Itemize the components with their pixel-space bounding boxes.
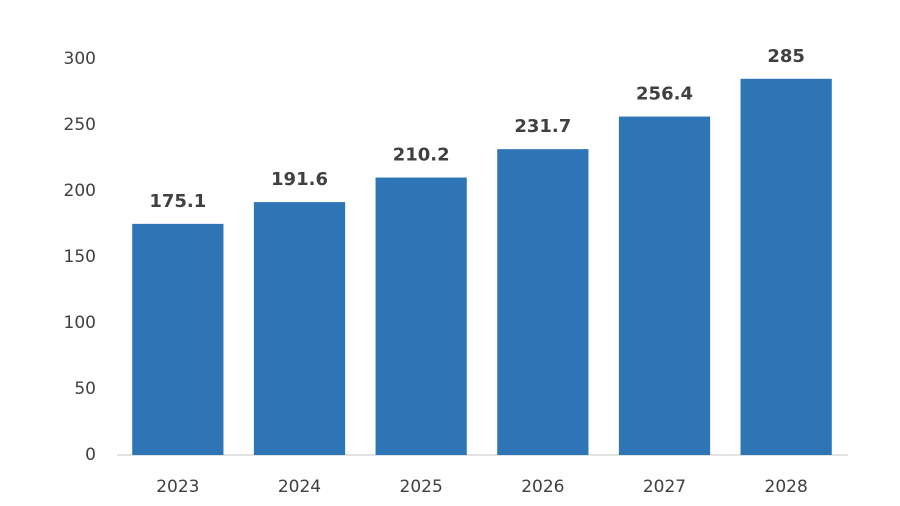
bar [132, 223, 224, 455]
value-label: 256.4 [636, 84, 693, 105]
y-tick-label: 200 [64, 181, 96, 201]
value-label: 210.2 [393, 145, 450, 166]
x-tick-label: 2025 [400, 477, 443, 497]
bar [497, 149, 589, 455]
value-label: 175.1 [149, 191, 206, 212]
x-tick-label: 2028 [765, 477, 808, 497]
y-tick-label: 150 [64, 247, 96, 267]
value-label: 231.7 [514, 116, 571, 137]
y-tick-label: 100 [64, 313, 96, 333]
bar [375, 177, 467, 455]
y-tick-label: 300 [64, 49, 96, 69]
value-label: 191.6 [271, 169, 328, 190]
y-tick-label: 250 [64, 115, 96, 135]
x-tick-label: 2026 [521, 477, 564, 497]
y-tick-label: 50 [74, 379, 96, 399]
value-label: 285 [767, 46, 805, 67]
x-tick-label: 2023 [156, 477, 199, 497]
x-tick-label: 2027 [643, 477, 686, 497]
x-tick-label: 2024 [278, 477, 321, 497]
bar [253, 202, 346, 455]
bar [618, 116, 711, 455]
bar [740, 78, 832, 456]
y-tick-label: 0 [85, 445, 96, 465]
